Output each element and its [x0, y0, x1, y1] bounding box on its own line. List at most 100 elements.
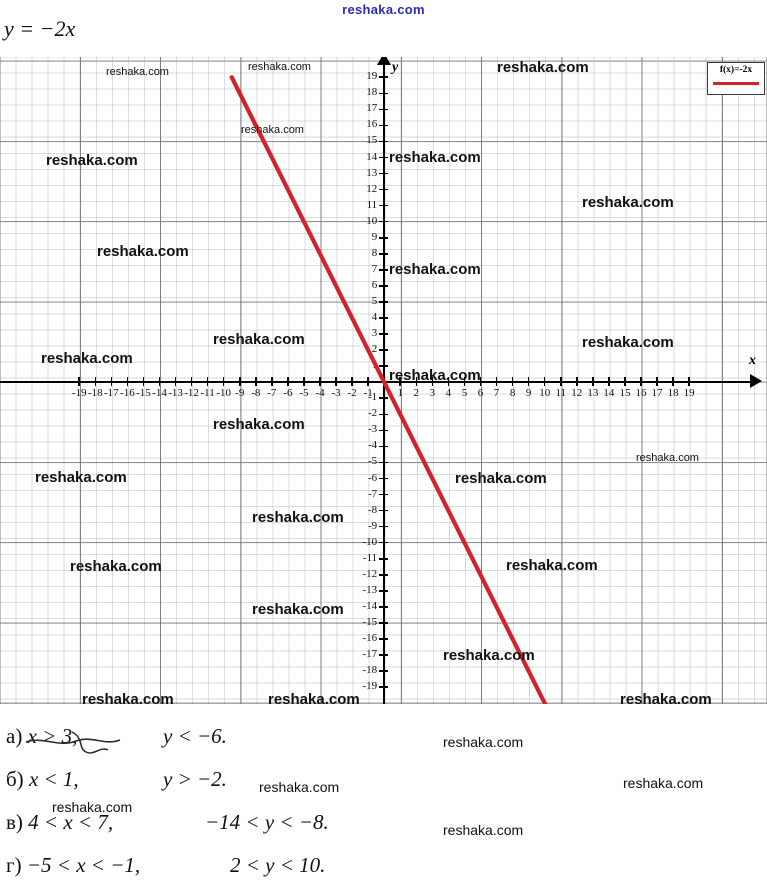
watermark: reshaka.com: [506, 557, 598, 574]
y-tick-label: 5: [371, 294, 378, 307]
y-tick: [379, 269, 388, 271]
y-tick: [379, 253, 388, 255]
x-tick: [351, 377, 353, 386]
legend-label: f(x)=-2x: [719, 65, 753, 75]
answer-y-condition: 2 < y < 10.: [230, 853, 326, 877]
y-tick-label: 9: [371, 230, 378, 243]
y-tick: [379, 606, 388, 608]
y-tick: [379, 493, 388, 496]
watermark: reshaka.com: [623, 775, 704, 791]
watermark: reshaka.com: [455, 470, 547, 487]
answer-marker: а): [6, 724, 28, 748]
x-tick-label: -14: [152, 387, 167, 399]
y-tick: [379, 686, 388, 688]
x-tick: [559, 377, 562, 386]
answer-y-condition: −14 < y < −8.: [205, 810, 329, 834]
y-tick: [379, 654, 388, 656]
answer-marker: б): [6, 767, 29, 791]
watermark: reshaka.com: [252, 509, 344, 526]
x-tick: [592, 377, 594, 386]
x-tick: [367, 377, 369, 386]
x-tick: [126, 377, 129, 386]
watermark: reshaka.com: [389, 367, 481, 384]
y-tick: [379, 236, 388, 239]
answer-x-condition: −5 < x < −1,: [26, 853, 141, 877]
watermark: reshaka.com: [443, 647, 535, 664]
y-tick-label: -6: [368, 471, 378, 484]
x-tick-label: 14: [603, 387, 615, 399]
x-tick-label: 13: [587, 387, 599, 399]
x-tick: [190, 377, 193, 386]
watermark: reshaka.com: [389, 261, 481, 278]
x-tick: [255, 377, 257, 386]
y-tick-label: -17: [362, 648, 378, 661]
x-tick: [94, 377, 97, 386]
y-tick-label: 2: [371, 343, 378, 356]
watermark: reshaka.com: [97, 243, 189, 260]
watermark: reshaka.com: [241, 124, 304, 136]
x-tick: [271, 377, 273, 386]
x-tick: [527, 377, 530, 386]
x-tick: [688, 377, 690, 386]
x-axis-arrow-icon: [750, 374, 762, 388]
x-tick-label: -19: [71, 387, 87, 399]
y-axis-label: y: [392, 60, 399, 75]
y-tick-label: -12: [362, 567, 378, 580]
watermark: reshaka.com: [213, 331, 305, 348]
y-tick-label: 1: [371, 359, 378, 372]
x-tick: [287, 377, 289, 386]
answer-marker: в): [6, 810, 29, 834]
watermark: reshaka.com: [636, 452, 699, 464]
answer-y-condition: y > −2.: [163, 767, 227, 791]
watermark: reshaka.com: [35, 469, 127, 486]
x-tick: [238, 377, 241, 386]
y-axis: [383, 63, 386, 704]
y-tick: [379, 429, 388, 432]
x-tick: [319, 377, 321, 386]
watermark: reshaka.com: [46, 152, 138, 169]
y-tick: [379, 574, 388, 576]
y-tick-label: 4: [371, 311, 378, 323]
watermark: reshaka.com: [497, 59, 589, 76]
x-tick: [640, 377, 642, 386]
y-tick: [379, 525, 388, 528]
answer-row: б) x < 1,: [6, 767, 79, 792]
y-axis-arrow-icon: [377, 57, 391, 65]
y-tick: [379, 220, 388, 223]
y-tick: [379, 461, 388, 464]
y-tick-label: -5: [368, 455, 378, 468]
y-tick-label: 3: [371, 327, 378, 340]
y-tick: [379, 365, 388, 367]
y-tick-label: -3: [368, 423, 378, 436]
answer-x-condition: x < 1,: [28, 767, 79, 791]
x-tick-label: 18: [667, 387, 679, 399]
x-tick-label: 15: [619, 387, 631, 399]
answer-marker: г): [6, 853, 27, 877]
x-tick: [656, 377, 658, 386]
x-tick: [543, 377, 546, 386]
y-tick-label: 6: [371, 278, 378, 291]
y-tick: [379, 124, 388, 127]
watermark: reshaka.com: [106, 66, 169, 78]
y-tick-label: -2: [368, 407, 378, 420]
watermark: reshaka.com: [41, 350, 133, 367]
legend-box: f(x)=-2x: [707, 62, 765, 95]
x-tick-label: -15: [136, 387, 151, 399]
x-tick: [511, 377, 514, 386]
answer-row: г) −5 < x < −1,: [6, 853, 140, 878]
y-tick: [379, 317, 388, 319]
y-tick: [379, 445, 388, 448]
y-tick-label: -1: [368, 391, 378, 404]
watermark: reshaka.com: [70, 558, 162, 575]
y-tick-label: 15: [366, 134, 378, 147]
x-tick: [608, 377, 610, 386]
x-tick: [624, 377, 626, 386]
y-tick: [379, 108, 388, 111]
y-tick-label: -13: [362, 583, 378, 596]
x-tick-label: -17: [104, 387, 119, 399]
y-tick-label: 12: [366, 182, 378, 195]
x-tick-label: -13: [168, 387, 183, 399]
y-tick-label: -8: [368, 503, 378, 516]
y-tick-label: -7: [368, 487, 378, 500]
y-tick-label: -11: [362, 551, 378, 564]
